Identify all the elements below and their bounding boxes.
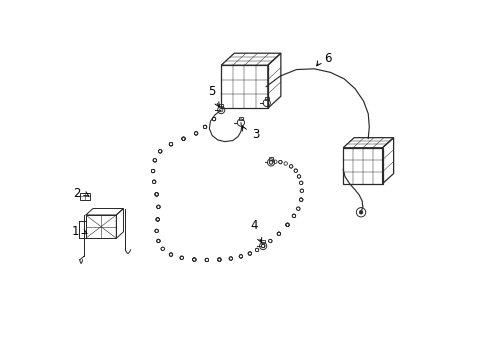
Circle shape (359, 210, 362, 214)
Text: 5: 5 (207, 85, 215, 98)
Bar (80, 193, 90, 200)
Bar (261, 240, 265, 243)
Bar (219, 104, 223, 107)
Text: 6: 6 (324, 52, 331, 65)
Text: 1: 1 (71, 225, 79, 238)
Bar (264, 97, 268, 100)
Text: 4: 4 (250, 219, 258, 232)
Bar (238, 117, 243, 120)
Text: 3: 3 (251, 128, 259, 141)
Text: 2: 2 (73, 187, 81, 200)
Bar (268, 157, 273, 159)
